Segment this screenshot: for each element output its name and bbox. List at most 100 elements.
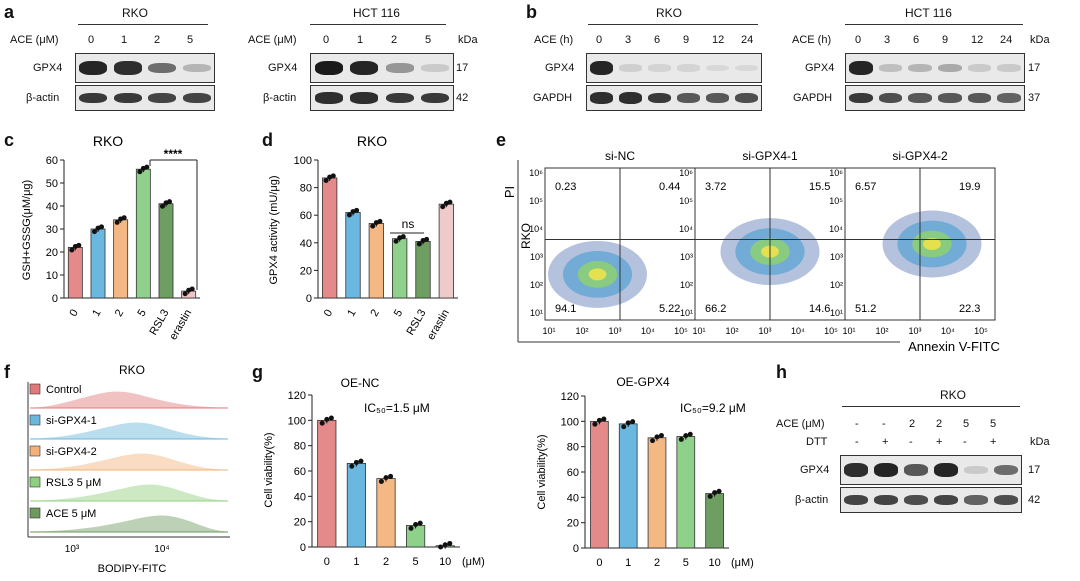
x-tick-label: 0: [67, 308, 80, 319]
y-tick-label: 80: [567, 442, 579, 454]
x-tick-label: 5: [683, 557, 689, 569]
cell-underline: [845, 24, 1023, 25]
blot-b-hct-gapdh-band: [967, 93, 992, 103]
lane-label: 24: [741, 34, 754, 46]
x-tick-label: 5: [135, 308, 148, 319]
data-point: [137, 169, 143, 175]
group-title: si-GPX4-1: [742, 149, 798, 163]
data-point: [370, 223, 376, 229]
x-tick-label: 10⁵: [974, 326, 988, 336]
panel-a-letter: a: [4, 2, 15, 22]
hist-curve: [29, 391, 229, 409]
x-tick-label: 10¹: [542, 326, 555, 336]
blot-b-hct-gpx4-band: [967, 64, 992, 72]
y-tick-label: 30: [46, 224, 58, 236]
lane-label: 24: [1000, 34, 1013, 46]
y-tick-label: 10¹: [530, 308, 543, 318]
y-tick-label: 0: [306, 293, 312, 305]
y-tick-label: 40: [567, 492, 579, 504]
y-tick-label: 10: [46, 270, 58, 282]
data-point: [319, 420, 325, 426]
data-point: [601, 416, 607, 422]
y-tick-label: 120: [288, 390, 306, 402]
group-title: si-GPX4-2: [892, 149, 948, 163]
x-tick-label: 2: [654, 557, 660, 569]
cell-label: HCT 116: [905, 6, 952, 20]
hist-curve: [29, 484, 229, 502]
blot-h-gpx4-band: [994, 464, 1018, 476]
blot-a-rko-actin-band: [113, 92, 142, 104]
row-label: β-actin: [263, 92, 297, 104]
y-tick-label: 10³: [530, 252, 543, 262]
panel-d-letter: d: [262, 130, 273, 150]
x-tick-label: 1: [90, 308, 103, 319]
blot-b-hct-gapdh-band: [997, 93, 1022, 103]
y-tick-label: 60: [567, 467, 579, 479]
blot-a-rko-gpx4: [75, 53, 215, 83]
condition-label: ACE (μM): [248, 34, 297, 46]
data-point: [346, 212, 352, 218]
x-tick-label: 2: [368, 308, 381, 319]
y-tick-label: 0: [300, 542, 306, 554]
blot-b-rko-gapdh-band: [734, 92, 759, 104]
y-tick-label: 10⁵: [679, 196, 693, 206]
bar: [345, 212, 361, 299]
bar: [317, 419, 337, 548]
ace-label: ACE (μM): [776, 418, 825, 430]
x-tick-label: 0: [322, 308, 335, 319]
condition-label: ACE (h): [792, 34, 832, 46]
lane-label: 9: [683, 34, 690, 46]
row-label: GPX4: [805, 62, 835, 74]
y-tick-label: 20: [46, 247, 58, 259]
blot-h-gpx4-band: [874, 463, 898, 477]
bar: [376, 478, 396, 548]
blot-a-hct-actin-band: [421, 92, 450, 104]
lane-label: 0: [323, 34, 330, 46]
x-tick-label: 10: [439, 556, 451, 568]
blot-b-rko-gapdh-band: [589, 92, 614, 104]
quadrant-value: 94.1: [555, 303, 576, 315]
row-label: GPX4: [545, 62, 575, 74]
hist-curve: [29, 453, 229, 471]
dtt-value: +: [936, 436, 943, 448]
blot-a-hct-gpx4-band: [385, 63, 414, 73]
lane-label: 0: [855, 34, 862, 46]
lane-label: 5: [425, 34, 432, 46]
quadrant-value: 15.5: [809, 181, 830, 193]
bar: [415, 241, 431, 299]
cell-underline: [78, 24, 208, 25]
x-tick-label: 0: [324, 556, 330, 568]
x-tick-label: RSL3: [404, 308, 428, 338]
y-tick-label: 10⁵: [829, 196, 843, 206]
blot-a-rko-gpx4-band: [148, 62, 177, 74]
x-tick-label: 10¹: [692, 326, 705, 336]
kda-label: kDa: [458, 34, 478, 46]
y-tick-label: 10¹: [830, 308, 843, 318]
dtt-value: -: [963, 436, 967, 448]
quadrant-value: 6.57: [855, 181, 876, 193]
cell-underline: [842, 406, 1020, 407]
lane-label: 2: [154, 34, 161, 46]
blot-b-hct-gpx4-band: [878, 64, 903, 72]
data-point: [358, 458, 364, 464]
data-point: [91, 229, 97, 235]
x-tick-label: 10²: [575, 326, 588, 336]
x-tick-label: 1: [353, 556, 359, 568]
blot-b-rko-gapdh-band: [618, 92, 643, 104]
density-peak: [923, 237, 941, 251]
data-point: [630, 419, 636, 425]
data-point: [687, 431, 693, 437]
histogram-stack: RKO Control si-GPX4-1 si-GPX4-2 RSL3 5 μM ACE…: [27, 363, 230, 575]
x-tick-label: 10³: [908, 326, 921, 336]
data-point: [167, 199, 173, 205]
blot-a-rko-actin-band: [79, 92, 108, 104]
blot-h-gpx4-band: [964, 466, 988, 474]
cell-underline: [310, 24, 446, 25]
blot-h-gpx4-band: [904, 464, 928, 476]
mw-label: 42: [456, 92, 469, 104]
blot-a-rko-gpx4-band: [113, 61, 142, 75]
blot-a-hct-actin-band: [385, 92, 414, 104]
data-point: [189, 286, 195, 292]
data-point: [328, 415, 334, 421]
x-tick-label: 0: [596, 557, 602, 569]
